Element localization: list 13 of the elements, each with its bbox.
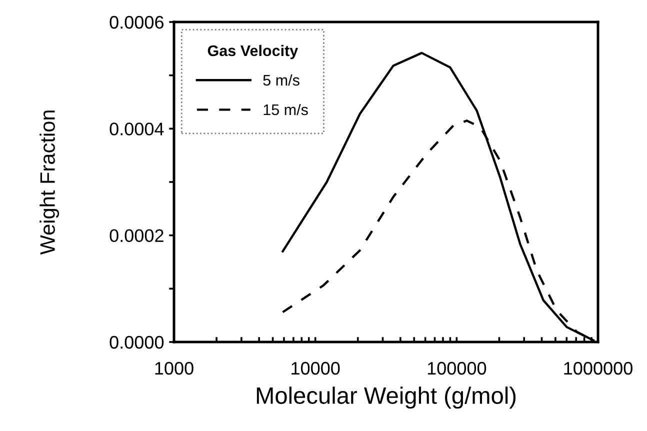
x-tick-label: 10000 (292, 362, 340, 375)
legend-label: 5 m/s (263, 74, 300, 86)
y-tick-label: 0.0004 (110, 122, 164, 136)
x-tick-label: 1000000 (564, 362, 632, 375)
x-tick-label: 100000 (428, 362, 486, 375)
x-tick-label: 1000 (155, 362, 194, 375)
legend-title: Gas Velocity (208, 44, 298, 60)
y-tick-label: 0.0006 (110, 16, 164, 29)
y-axis-title: Weight Fraction (40, 110, 60, 255)
y-tick-label: 0.0000 (110, 336, 164, 349)
y-tick-label: 0.0002 (110, 229, 164, 242)
legend-label: 15 m/s (264, 104, 308, 116)
x-axis-title: Molecular Weight (g/mol) (256, 386, 516, 409)
